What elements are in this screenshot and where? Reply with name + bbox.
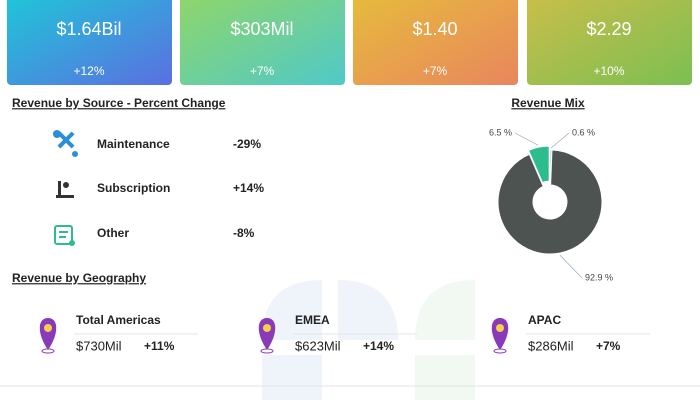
kpi-card xyxy=(7,0,172,85)
source-label: Subscription xyxy=(97,181,170,195)
donut-label: 0.6 % xyxy=(572,127,595,137)
donut-label: 6.5 % xyxy=(489,127,512,137)
donut-segment xyxy=(527,145,550,184)
kpi-value: $303Mil xyxy=(230,19,293,39)
pin-base xyxy=(41,348,55,354)
region-name: EMEA xyxy=(295,313,330,327)
region-change: +14% xyxy=(363,339,394,353)
section-title: Revenue by Geography xyxy=(12,271,146,285)
source-change: +14% xyxy=(233,181,264,195)
icon-maintenance xyxy=(53,130,78,157)
kpi-change: +7% xyxy=(250,64,275,78)
kpi-value: $1.64Bil xyxy=(56,19,121,39)
pin-dot xyxy=(496,324,504,332)
region-name: Total Americas xyxy=(76,313,161,327)
pin xyxy=(39,318,57,350)
source-label: Other xyxy=(97,226,129,240)
source-change: -8% xyxy=(233,226,255,240)
leader-line xyxy=(559,254,583,279)
region-change: +11% xyxy=(144,339,175,353)
kpi-card xyxy=(180,0,345,85)
pin-dot xyxy=(263,324,271,332)
region-revenue: $286Mil xyxy=(528,338,574,353)
kpi-change: +7% xyxy=(423,64,448,78)
kpi-card xyxy=(527,0,692,85)
kpi-change: +10% xyxy=(593,64,624,78)
location-pin xyxy=(491,318,509,354)
leader-line xyxy=(550,132,570,149)
section-title: Revenue Mix xyxy=(511,96,585,110)
pin-base xyxy=(493,348,507,354)
region-change: +7% xyxy=(596,339,621,353)
region-revenue: $623Mil xyxy=(295,338,341,353)
pin-dot xyxy=(44,324,52,332)
background-logo xyxy=(262,280,475,400)
icon-subscription xyxy=(56,181,74,198)
region-revenue: $730Mil xyxy=(76,338,122,353)
kpi-card xyxy=(353,0,518,85)
location-pin xyxy=(258,318,276,354)
source-label: Maintenance xyxy=(97,137,170,151)
kpi-value: $1.40 xyxy=(412,19,457,39)
leader-line xyxy=(514,132,539,146)
source-change: -29% xyxy=(233,137,261,151)
pin-base xyxy=(260,348,274,354)
donut-label: 92.9 % xyxy=(585,272,613,282)
pin xyxy=(258,318,276,350)
section-title: Revenue by Source - Percent Change xyxy=(12,96,226,110)
icon-other xyxy=(54,225,75,246)
pin xyxy=(491,318,509,350)
kpi-value: $2.29 xyxy=(586,19,631,39)
donut-segment xyxy=(497,149,603,255)
region-name: APAC xyxy=(528,313,561,327)
kpi-change: +12% xyxy=(73,64,104,78)
location-pin xyxy=(39,318,57,354)
